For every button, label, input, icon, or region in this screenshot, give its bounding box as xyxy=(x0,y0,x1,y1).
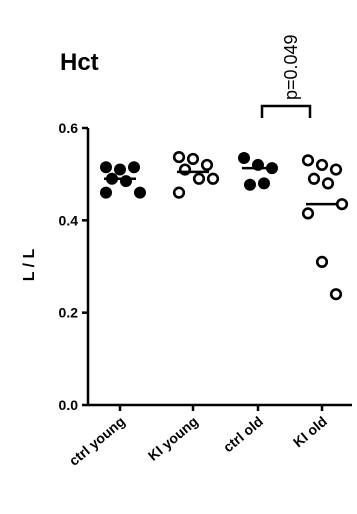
significance-bracket xyxy=(260,104,312,118)
data-point xyxy=(315,255,329,268)
data-point xyxy=(335,198,349,211)
data-point xyxy=(206,172,220,185)
data-point xyxy=(307,172,321,185)
data-point xyxy=(100,186,112,199)
x-tick-label: KI young xyxy=(145,413,201,464)
data-point xyxy=(238,152,250,165)
data-point xyxy=(120,175,132,188)
data-point xyxy=(192,172,206,185)
x-tick-label: KI old xyxy=(290,413,330,450)
y-tick-label: 0.6 xyxy=(59,120,79,136)
y-tick-label: 0.4 xyxy=(59,212,79,228)
data-point xyxy=(301,154,315,167)
y-axis-label: L / L xyxy=(21,248,38,281)
y-tick-label: 0.2 xyxy=(59,305,79,321)
data-point xyxy=(172,186,186,199)
data-point xyxy=(301,207,315,220)
data-point xyxy=(258,177,270,190)
data-point xyxy=(100,161,112,174)
data-point xyxy=(329,288,343,301)
data-point xyxy=(321,177,335,190)
x-tick-label: ctrl young xyxy=(66,413,128,469)
data-point xyxy=(172,150,186,164)
data-point xyxy=(186,152,200,166)
data-point xyxy=(114,163,126,176)
data-point xyxy=(329,163,343,176)
data-point xyxy=(315,158,329,172)
data-point xyxy=(200,158,214,172)
data-point xyxy=(134,186,146,199)
y-tick-label: 0.0 xyxy=(59,397,79,413)
data-point xyxy=(128,161,140,174)
chart-title: Hct xyxy=(60,49,99,76)
x-tick-label: ctrl old xyxy=(220,413,266,455)
data-point xyxy=(244,178,256,191)
p-value: p=0.049 xyxy=(281,34,301,100)
